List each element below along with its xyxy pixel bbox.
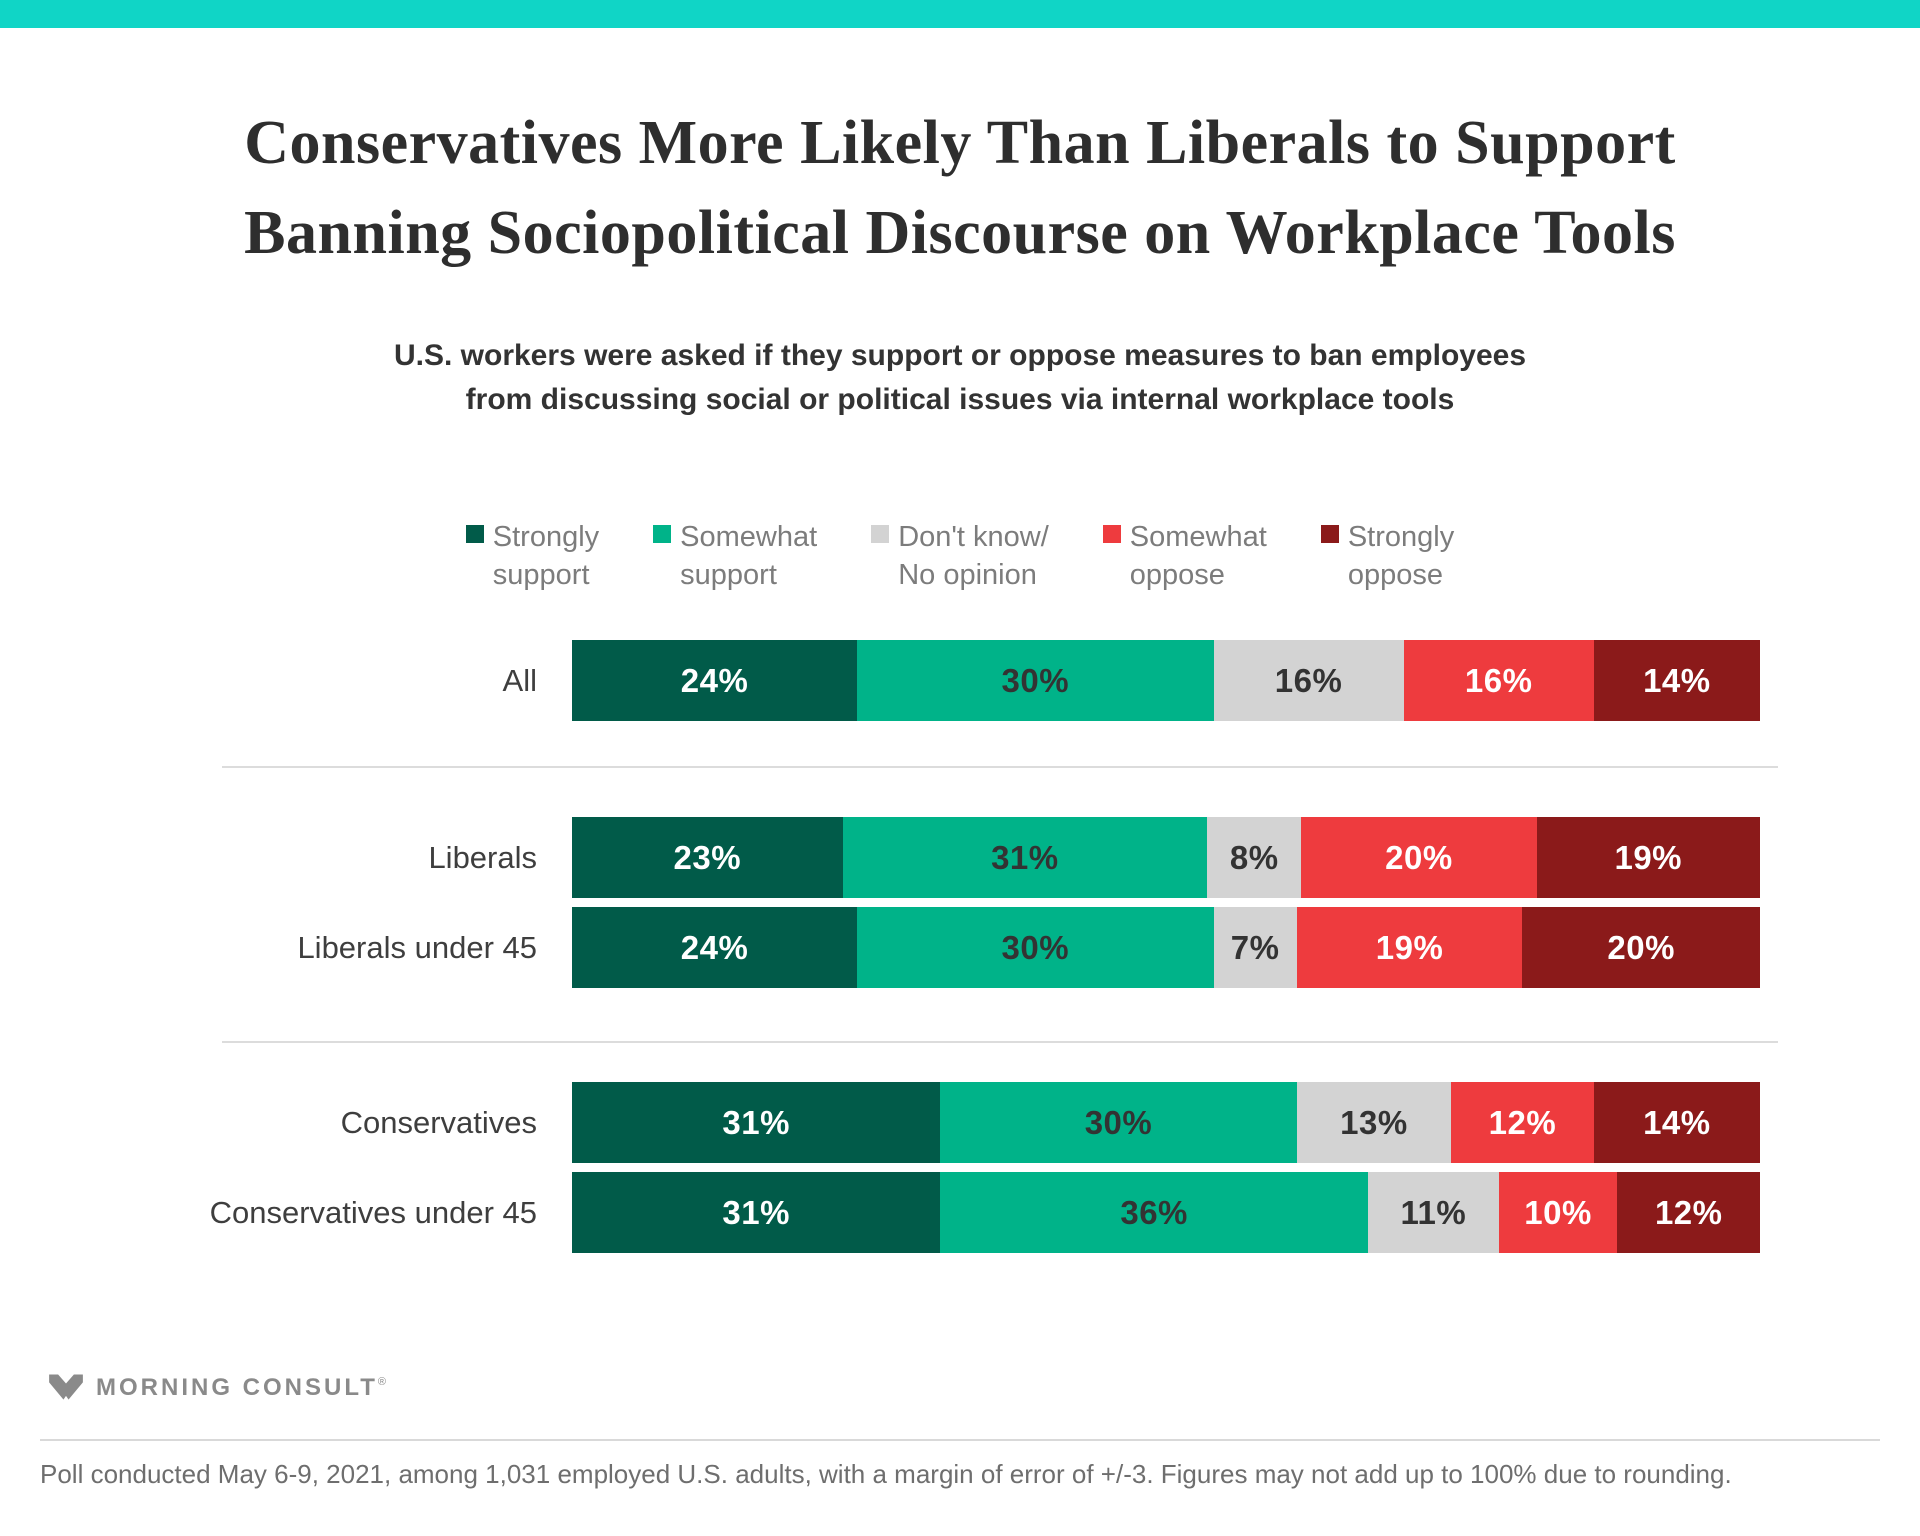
bar-row-label: Liberals under 45 xyxy=(297,929,537,965)
bar-row: Liberals 23% 31% 8% 20% 19% xyxy=(0,817,1920,898)
legend-swatch-icon xyxy=(1102,525,1121,543)
legend-item: Strongly oppose xyxy=(1320,518,1455,594)
bar-segment: 8% xyxy=(1207,817,1302,898)
legend-swatch-icon xyxy=(653,525,672,543)
bar-segment: 11% xyxy=(1367,1172,1499,1253)
bar-segment: 7% xyxy=(1213,907,1297,988)
bar-segment: 36% xyxy=(940,1172,1368,1253)
chart-subtitle: U.S. workers were asked if they support … xyxy=(0,334,1920,422)
bar-row-label: Liberals xyxy=(428,839,537,875)
legend-label: Don't know/No opinion xyxy=(898,521,1049,591)
chart-title-line-2: Banning Sociopolitical Discourse on Work… xyxy=(244,199,1676,267)
chart-title: Conservatives More Likely Than Liberals … xyxy=(0,98,1920,278)
legend-label: Strongly support xyxy=(492,521,600,591)
bar-segment: 20% xyxy=(1522,907,1760,988)
legend-swatch-icon xyxy=(871,525,890,543)
registered-trademark-symbol: ® xyxy=(377,1376,386,1388)
bar-row: All 24% 30% 16% 16% 14% xyxy=(0,640,1920,721)
bar: 31% 30% 13% 12% 14% xyxy=(572,1082,1760,1163)
bar-segment: 19% xyxy=(1536,817,1760,898)
footer-divider xyxy=(40,1439,1880,1441)
bar-segment: 31% xyxy=(572,1172,941,1253)
bar-segment: 30% xyxy=(857,640,1214,721)
bar: 24% 30% 16% 16% 14% xyxy=(572,640,1760,721)
morning-consult-logo: MORNING CONSULT ® xyxy=(48,1371,1920,1405)
legend-label: Strongly oppose xyxy=(1347,521,1455,591)
bar-row: Conservatives under 45 31% 36% 11% 10% 12% xyxy=(0,1172,1920,1253)
group-divider xyxy=(222,1041,1778,1043)
methodology-note: Poll conducted May 6-9, 2021, among 1,03… xyxy=(40,1459,1732,1489)
morning-consult-m-icon xyxy=(49,1374,83,1405)
morning-consult-wordmark: MORNING CONSULT xyxy=(96,1374,378,1401)
legend: Strongly support Somewhat support Don't know… xyxy=(0,518,1920,594)
legend-item: Strongly support xyxy=(465,518,600,594)
legend-item: Don't know/No opinion xyxy=(871,518,1049,594)
bar-segment: 31% xyxy=(842,817,1208,898)
stacked-bar-chart: All 24% 30% 16% 16% 14% Liberals 23% 31% 8% 20% 19%… xyxy=(0,640,1920,1253)
bar-segment: 16% xyxy=(1213,640,1404,721)
bar-segment: 12% xyxy=(1617,1172,1761,1253)
bar-row-label: Conservatives xyxy=(340,1104,537,1140)
bar-row: Conservatives 31% 30% 13% 12% 14% xyxy=(0,1082,1920,1163)
bar: 31% 36% 11% 10% 12% xyxy=(572,1172,1761,1253)
bar: 24% 30% 7% 19% 20% xyxy=(572,907,1760,988)
bar-segment: 30% xyxy=(857,907,1214,988)
bar-segment: 31% xyxy=(572,1082,941,1163)
chart-subtitle-line-2: from discussing social or political issu… xyxy=(465,383,1455,416)
bar-segment: 23% xyxy=(572,817,843,898)
bar-segment: 19% xyxy=(1296,907,1523,988)
legend-item: Somewhat support xyxy=(653,518,817,594)
bar-segment: 12% xyxy=(1451,1082,1594,1163)
bar-segment: 24% xyxy=(572,640,858,721)
legend-label: Somewhat oppose xyxy=(1129,521,1267,591)
bar-segment: 20% xyxy=(1301,817,1537,898)
brand-top-bar xyxy=(0,0,1920,28)
bar-segment: 13% xyxy=(1296,1082,1452,1163)
bar-row-label: Conservatives under 45 xyxy=(209,1194,537,1230)
bar-segment: 30% xyxy=(940,1082,1297,1163)
legend-item: Somewhat oppose xyxy=(1102,518,1267,594)
bar-segment: 24% xyxy=(572,907,858,988)
group-divider xyxy=(222,766,1778,768)
bar-row: Liberals under 45 24% 30% 7% 19% 20% xyxy=(0,907,1920,988)
bar-segment: 10% xyxy=(1498,1172,1618,1253)
bar-segment: 16% xyxy=(1403,640,1594,721)
bar-segment: 14% xyxy=(1593,640,1760,721)
bar-segment: 14% xyxy=(1593,1082,1760,1163)
chart-title-line-1: Conservatives More Likely Than Liberals … xyxy=(244,109,1676,177)
bar-row-label: All xyxy=(502,662,537,698)
legend-swatch-icon xyxy=(465,525,484,543)
legend-label: Somewhat support xyxy=(680,521,818,591)
legend-swatch-icon xyxy=(1320,525,1339,543)
chart-subtitle-line-1: U.S. workers were asked if they support … xyxy=(393,339,1527,372)
bar: 23% 31% 8% 20% 19% xyxy=(572,817,1760,898)
